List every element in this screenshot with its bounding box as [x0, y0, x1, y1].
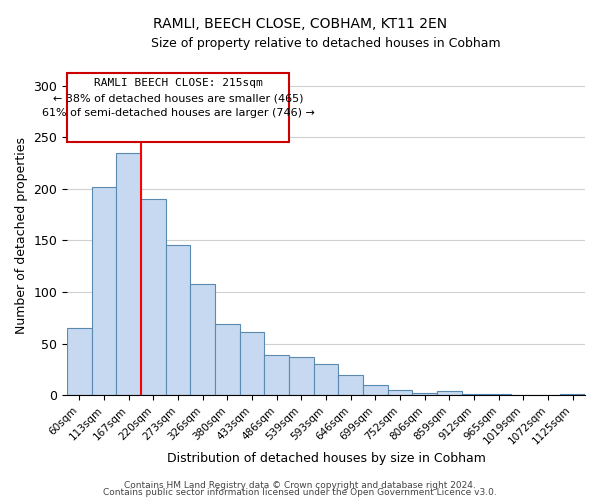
Bar: [487, 394, 511, 395]
Y-axis label: Number of detached properties: Number of detached properties: [15, 136, 28, 334]
Bar: [265, 355, 289, 395]
Text: Contains HM Land Registry data © Crown copyright and database right 2024.: Contains HM Land Registry data © Crown c…: [124, 480, 476, 490]
Bar: [388, 390, 412, 395]
Bar: [314, 364, 338, 395]
Text: ← 38% of detached houses are smaller (465): ← 38% of detached houses are smaller (46…: [53, 94, 304, 104]
FancyBboxPatch shape: [67, 73, 289, 142]
Bar: [92, 186, 116, 395]
Bar: [166, 244, 190, 395]
Bar: [67, 328, 92, 395]
Text: Contains public sector information licensed under the Open Government Licence v3: Contains public sector information licen…: [103, 488, 497, 497]
Bar: [215, 324, 240, 395]
Bar: [462, 394, 487, 395]
Bar: [437, 391, 462, 395]
Bar: [141, 199, 166, 395]
Bar: [338, 374, 363, 395]
Text: RAMLI BEECH CLOSE: 215sqm: RAMLI BEECH CLOSE: 215sqm: [94, 78, 262, 88]
Text: RAMLI, BEECH CLOSE, COBHAM, KT11 2EN: RAMLI, BEECH CLOSE, COBHAM, KT11 2EN: [153, 18, 447, 32]
Title: Size of property relative to detached houses in Cobham: Size of property relative to detached ho…: [151, 38, 501, 51]
Bar: [116, 152, 141, 395]
Bar: [190, 284, 215, 395]
Bar: [289, 357, 314, 395]
X-axis label: Distribution of detached houses by size in Cobham: Distribution of detached houses by size …: [167, 452, 485, 465]
Bar: [560, 394, 585, 395]
Bar: [363, 385, 388, 395]
Bar: [240, 332, 265, 395]
Bar: [412, 393, 437, 395]
Text: 61% of semi-detached houses are larger (746) →: 61% of semi-detached houses are larger (…: [41, 108, 314, 118]
